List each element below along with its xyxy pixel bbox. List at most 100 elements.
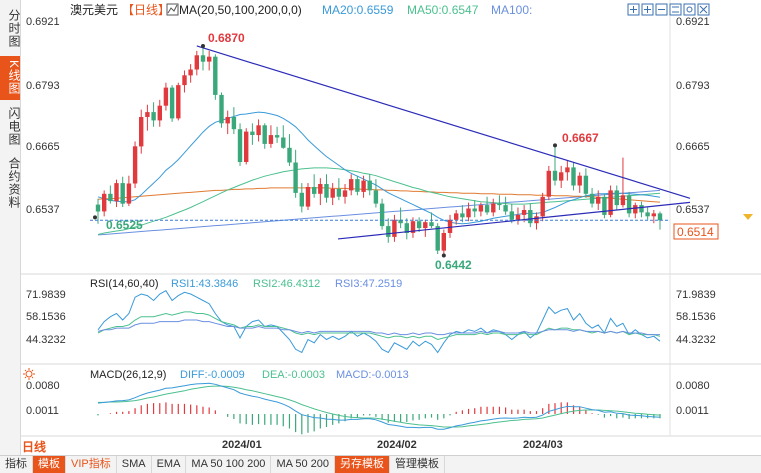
- candle-body: [509, 211, 514, 220]
- low-point-marker: [441, 253, 446, 258]
- ma-params: MA(20,50,100,200,0,0): [179, 3, 302, 17]
- candle-body: [540, 196, 545, 217]
- macd-tick-left-1: 0.0080: [26, 380, 60, 392]
- candle-body: [132, 146, 138, 184]
- manage-template-button[interactable]: 管理模板: [390, 456, 446, 473]
- candle-body: [484, 205, 490, 213]
- trendline-lower: [337, 201, 691, 240]
- rsi-tick-right-1: 71.9839: [676, 289, 716, 301]
- candle-body: [145, 112, 150, 117]
- start-point-marker: [93, 215, 97, 220]
- symbol-label: 澳元美元: [70, 3, 118, 17]
- bottom-toolbar: 指标 模板 VIP指标 SMA EMA MA 50 100 200 MA 50 200 另存模…: [0, 455, 761, 473]
- ma-50-100-200-tab[interactable]: MA 50 100 200: [186, 456, 272, 473]
- candle-body: [318, 184, 323, 194]
- indicator-tab[interactable]: 指标: [0, 456, 33, 473]
- candle-body: [299, 192, 304, 207]
- candle-body: [416, 221, 422, 229]
- rsi-lines: [97, 290, 661, 354]
- rsi-tick-right-2: 58.1536: [676, 311, 716, 323]
- move-icon[interactable]: [627, 3, 640, 16]
- candle-body: [639, 205, 644, 213]
- tab-kline-chart[interactable]: K线图: [0, 56, 21, 100]
- save-template-button[interactable]: 另存模板: [335, 456, 391, 473]
- ma20-value: MA20:0.6559: [322, 3, 394, 17]
- candle-body: [225, 117, 230, 124]
- candle-body: [157, 105, 162, 121]
- period-corner-label[interactable]: 日线: [22, 439, 46, 454]
- low-label: 0.6442: [435, 258, 472, 272]
- candle-body: [373, 190, 379, 204]
- reset-icon[interactable]: [669, 3, 682, 16]
- candle-body: [577, 175, 582, 186]
- start-label: 0.6525: [106, 218, 143, 232]
- candle-body: [559, 172, 564, 181]
- y-tick-left-3: 0.6665: [26, 141, 60, 153]
- ma-50-200-tab[interactable]: MA 50 200: [271, 456, 336, 473]
- candle-body: [102, 193, 107, 212]
- high-label: 0.6870: [208, 31, 245, 45]
- candle-body: [114, 183, 119, 202]
- candle-body: [596, 196, 601, 204]
- ma20-line: [97, 111, 661, 225]
- dea-legend: DEA:-0.0003: [262, 369, 325, 381]
- ema-tab[interactable]: EMA: [152, 456, 187, 473]
- candle-body: [342, 190, 348, 197]
- x-tick-feb: 2024/02: [377, 439, 417, 451]
- tab-flash-chart[interactable]: 闪电图: [7, 106, 21, 146]
- candle-body: [435, 226, 440, 251]
- current-marker-icon: [743, 214, 753, 220]
- settings-icon[interactable]: [683, 3, 696, 16]
- rsi3-legend: RSI3:47.2519: [335, 278, 402, 290]
- rsi-tick-left-2: 58.1536: [26, 311, 66, 323]
- macd-settings-icon[interactable]: [23, 368, 35, 380]
- close-icon[interactable]: [697, 3, 710, 16]
- candle-body: [571, 167, 576, 186]
- rsi2-legend: RSI2:46.4312: [253, 278, 320, 290]
- template-tab[interactable]: 模板: [33, 456, 66, 473]
- macd-tick-left-2: 0.0011: [26, 405, 59, 417]
- zoom-in-icon[interactable]: [641, 3, 654, 16]
- candle-body: [386, 226, 391, 237]
- candle-body: [163, 87, 169, 106]
- ma100-line: [97, 187, 661, 203]
- candle-body: [169, 87, 175, 119]
- candle-body: [472, 208, 477, 212]
- candle-body: [410, 221, 416, 233]
- candle-body: [521, 210, 527, 215]
- y-tick-right-3: 0.6665: [676, 141, 710, 153]
- tab-contract-info[interactable]: 合约资料: [7, 157, 21, 209]
- candle-body: [250, 131, 255, 135]
- candle-body: [626, 195, 632, 214]
- candle-body: [404, 223, 409, 233]
- candle-body: [546, 170, 551, 197]
- candle-body: [497, 203, 502, 206]
- candle-body: [491, 203, 496, 213]
- candle-body: [478, 205, 484, 212]
- candle-body: [503, 205, 508, 212]
- candle-body: [379, 203, 385, 227]
- candle-body: [441, 233, 446, 251]
- rsi-tick-left-1: 71.9839: [26, 289, 66, 301]
- vip-indicator-tab[interactable]: VIP指标: [66, 456, 117, 473]
- candle-body: [330, 188, 335, 198]
- candle-body: [349, 179, 354, 191]
- candle-body: [589, 193, 595, 204]
- y-tick-left-2: 0.6793: [26, 80, 60, 92]
- sma-tab[interactable]: SMA: [117, 456, 152, 473]
- candle-body: [633, 205, 638, 214]
- candle-body: [454, 213, 459, 220]
- rsi1-line: [97, 290, 661, 354]
- x-tick-mar: 2024/03: [523, 439, 563, 451]
- candle-body: [126, 183, 132, 204]
- tab-minute-chart[interactable]: 分时图: [7, 8, 21, 48]
- candle-body: [429, 222, 434, 227]
- candle-body: [108, 193, 113, 202]
- candle-body: [293, 162, 298, 193]
- candle-body: [194, 55, 199, 70]
- ma200-line: [97, 189, 661, 236]
- rsi-tick-left-3: 44.3232: [26, 334, 66, 346]
- macd-title: MACD(26,12,9): [90, 369, 166, 381]
- candle-body: [447, 219, 453, 233]
- zoom-out-icon[interactable]: [655, 3, 668, 16]
